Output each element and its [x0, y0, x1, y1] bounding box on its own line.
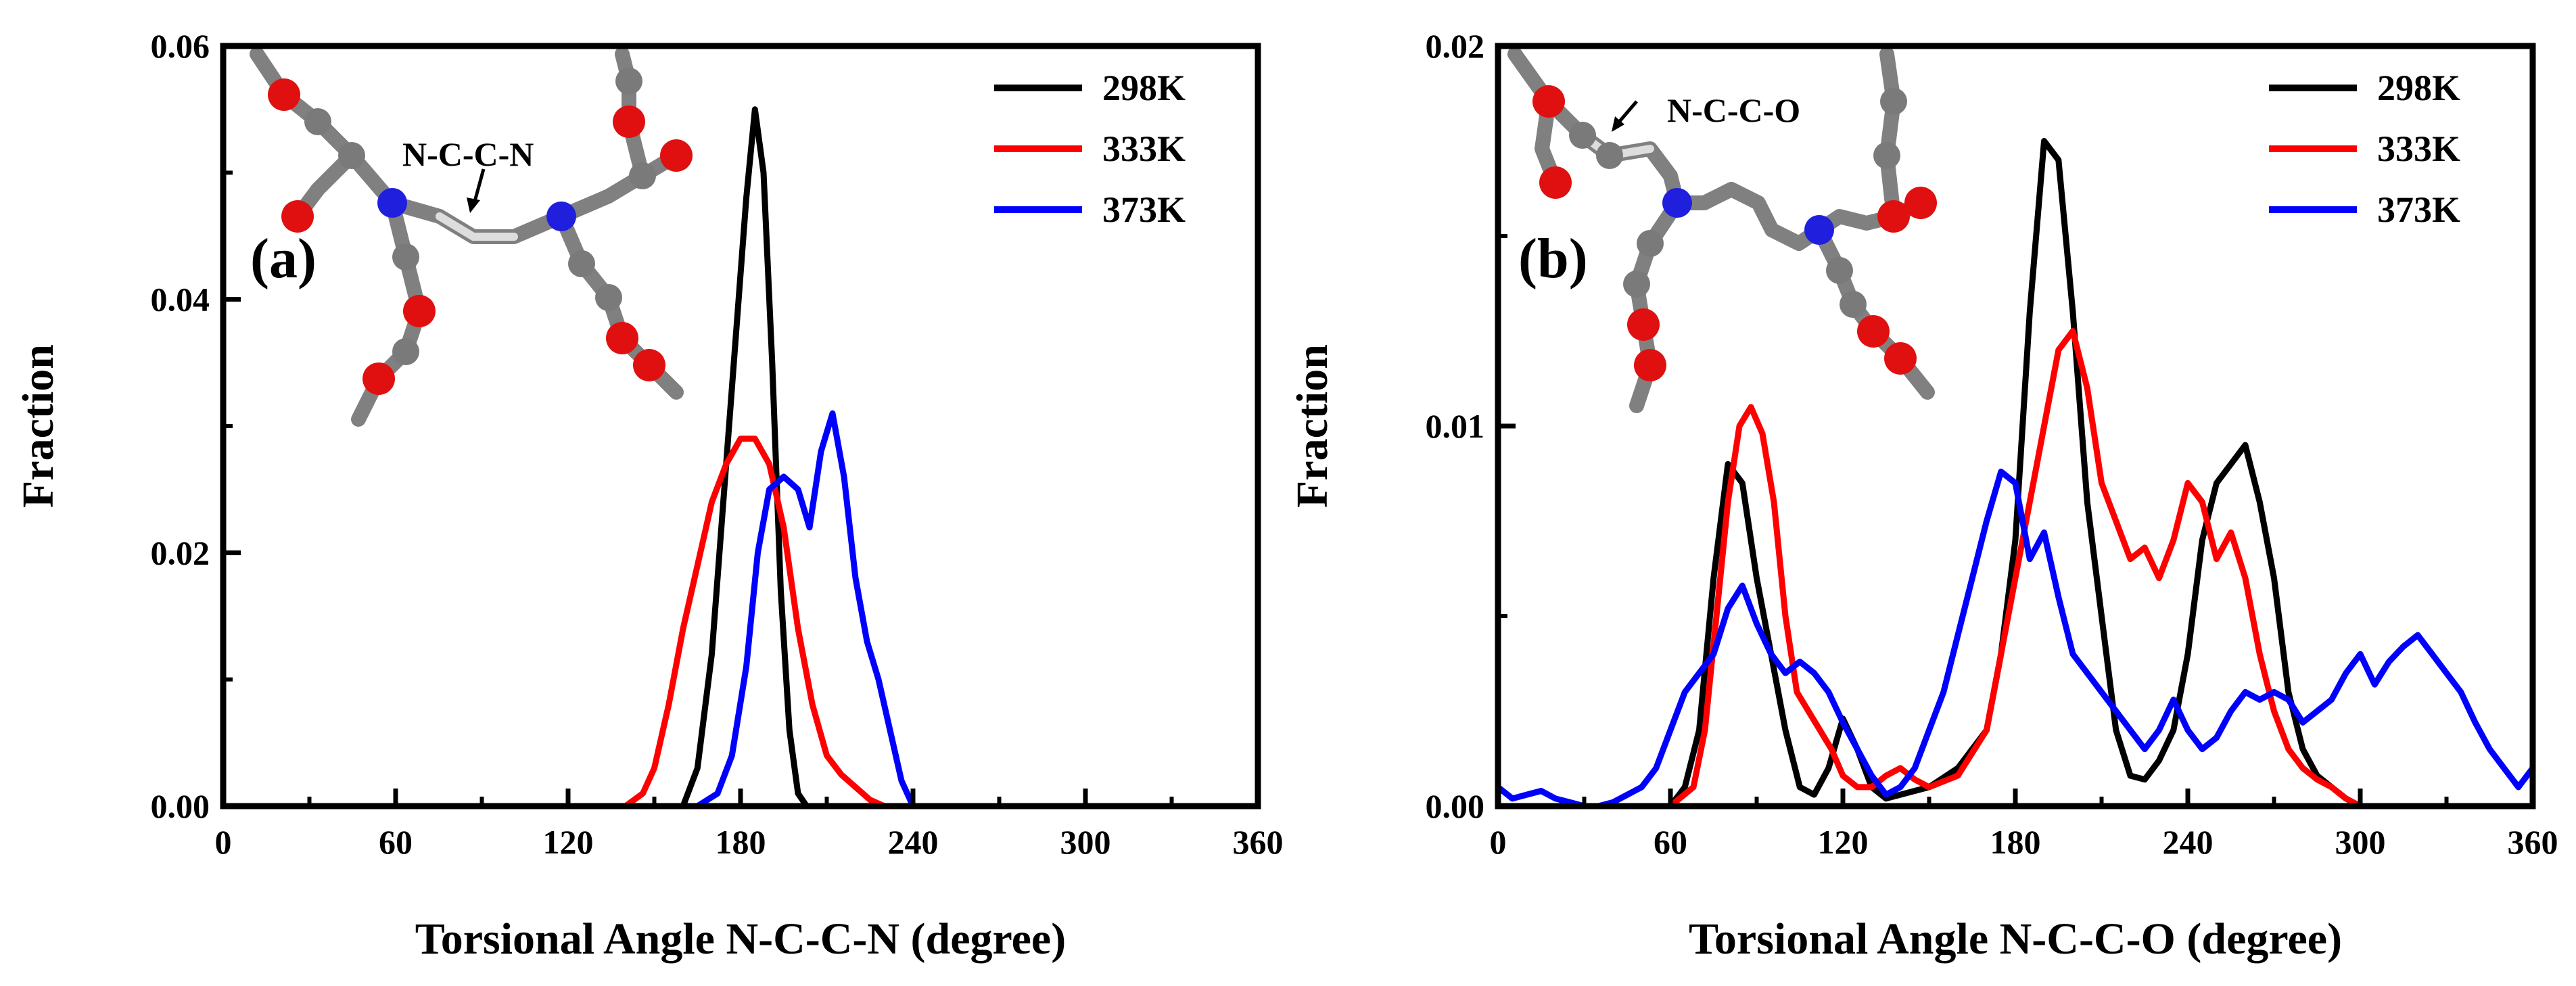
panel-b-series-333k [1495, 328, 2536, 809]
panel-a-y-tick-label: 0.02 [151, 534, 210, 571]
panel-b-legend: 298K 333K 373K [2269, 68, 2460, 230]
panel-b-x-tick-label: 180 [1990, 823, 2041, 861]
panel-a-inset-label: N-C-C-N [402, 135, 534, 173]
panel-a-x-axis-title: Torsional Angle N-C-C-N (degree) [415, 914, 1066, 964]
panel-b-series-298k [1495, 138, 2536, 809]
panel-b: N-C-C-O (b) 0 60 120 180 240 300 360 0.00 0.01 0.… [1288, 27, 2558, 964]
panel-b-y-tick-label: 0.02 [1426, 27, 1485, 65]
panel-a-y-axis-title: Fraction [14, 344, 63, 508]
panel-b-series-373k [1495, 468, 2536, 809]
panel-b-x-tick-label: 60 [1654, 823, 1687, 861]
panel-b-legend-label-333k: 333K [2377, 128, 2460, 169]
panel-a-x-tick-label: 0 [215, 823, 232, 861]
panel-b-inset-label: N-C-C-O [1667, 91, 1800, 129]
panel-a-x-tick-label: 300 [1060, 823, 1111, 861]
panel-b-x-tick-label: 240 [2163, 823, 2214, 861]
panel-b-y-axis-title: Fraction [1288, 344, 1337, 508]
panel-a-plot-frame [220, 43, 1261, 809]
panel-a-series-group [220, 106, 1261, 809]
panel-a-legend-label-333k: 333K [1102, 128, 1186, 169]
panel-a-y-tick-label: 0.04 [151, 281, 210, 319]
panel-a-legend-label-373k: 373K [1102, 189, 1186, 230]
panel-a-x-tick-label: 240 [888, 823, 939, 861]
panel-a-series-298k [220, 106, 1261, 809]
panel-b-x-tick-label: 0 [1490, 823, 1507, 861]
panel-b-x-tick-label: 120 [1818, 823, 1869, 861]
panel-b-x-tick-label: 360 [2508, 823, 2558, 861]
panel-b-series-group [1495, 138, 2536, 809]
panel-a-inset-molecule: N-C-C-N [250, 47, 693, 427]
panel-a-series-373k [220, 410, 1261, 809]
panel-a-series-333k [220, 436, 1261, 809]
panel-b-plot-frame [1495, 43, 2536, 809]
panel-a: N-C-C-N (a) 0 60 120 180 240 300 360 0.00 0.02 0.… [14, 27, 1284, 964]
panel-b-inset-molecule: N-C-C-O [1507, 47, 1937, 413]
panel-a-label: (a) [250, 227, 317, 290]
panel-b-legend-label-298k: 298K [2377, 68, 2460, 108]
panel-a-legend-label-298k: 298K [1102, 68, 1186, 108]
panel-b-y-tick-label: 0.01 [1426, 407, 1485, 445]
panel-b-legend-label-373k: 373K [2377, 189, 2460, 230]
panel-b-y-tick-label: 0.00 [1426, 787, 1485, 825]
panel-a-x-tick-label: 120 [543, 823, 594, 861]
panel-a-tick-group: 0 60 120 180 240 300 360 0.00 0.02 0.04 0.06 [151, 27, 1284, 861]
panel-a-x-tick-label: 180 [716, 823, 766, 861]
panel-a-legend: 298K 333K 373K [994, 68, 1186, 230]
panel-b-x-tick-label: 300 [2335, 823, 2386, 861]
panel-a-y-tick-label: 0.00 [151, 787, 210, 825]
panel-b-label: (b) [1518, 227, 1588, 290]
panel-a-x-tick-label: 60 [379, 823, 413, 861]
panel-a-x-tick-label: 360 [1233, 823, 1284, 861]
panel-b-x-axis-title: Torsional Angle N-C-C-O (degree) [1689, 914, 2342, 964]
panel-a-y-tick-label: 0.06 [151, 27, 210, 65]
